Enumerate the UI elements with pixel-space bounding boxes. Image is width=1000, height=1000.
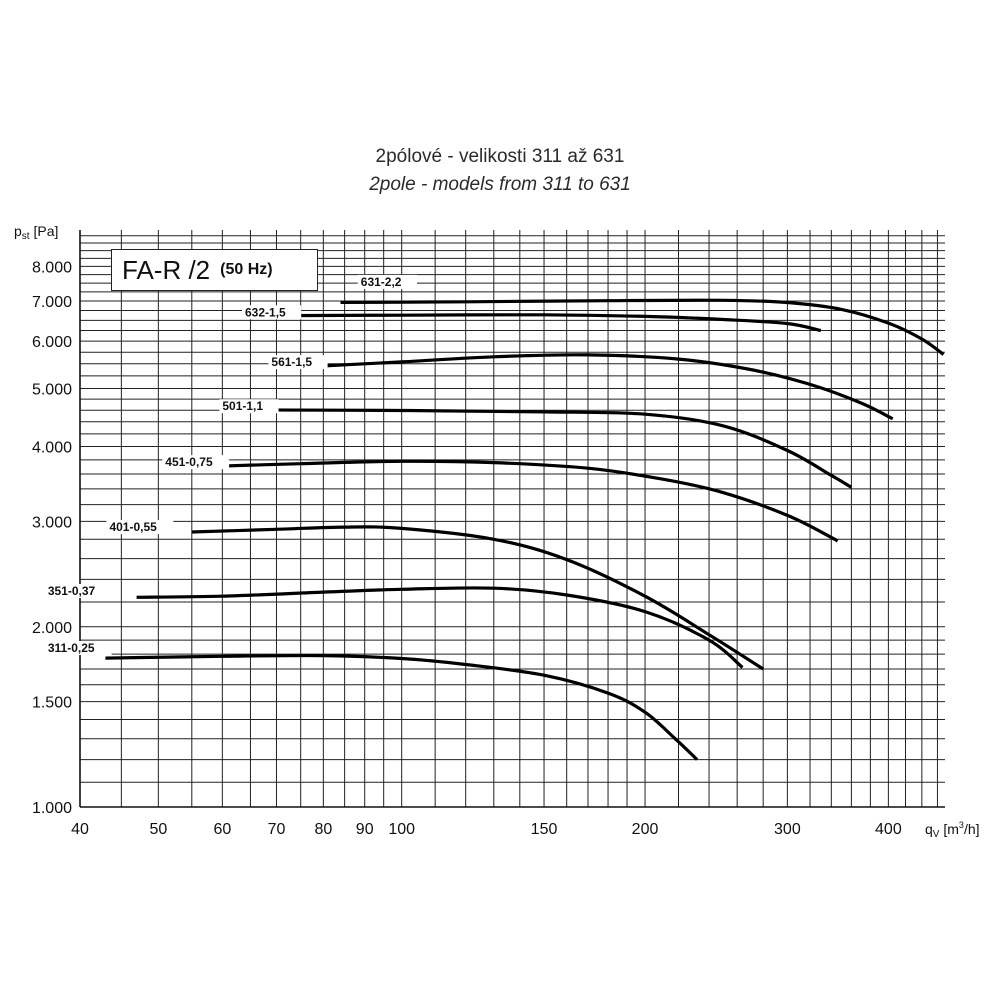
x-tick-label: 70 (268, 821, 286, 838)
curve-label-bg (162, 455, 230, 470)
curve-label-bg (219, 399, 279, 414)
curve-label: 501-1,1 (222, 399, 263, 413)
fan-curves (105, 298, 945, 761)
fan-curve-451-0,75 (198, 459, 839, 543)
y-tick-label: 1.500 (32, 695, 72, 712)
y-tick-label: 6.000 (32, 334, 72, 351)
y-axis-label: pst [Pa] (14, 223, 58, 242)
y-tick-label: 4.000 (32, 440, 72, 457)
x-tick-label: 150 (531, 821, 558, 838)
y-tick-label: 8.000 (32, 259, 72, 276)
x-tick-label: 90 (356, 821, 374, 838)
chart-title: 2pólové - velikosti 311 až 631 (375, 146, 625, 167)
y-tick-label: 2.000 (32, 620, 72, 637)
curve-label-bg (44, 584, 112, 599)
fan-curve-631-2,2 (340, 298, 945, 356)
curve-label: 401-0,55 (109, 520, 157, 534)
y-tick-label: 3.000 (32, 514, 72, 531)
y-axis-label-subscript: st (21, 231, 30, 242)
curve-label-bg (242, 305, 302, 320)
curve-label-bg (106, 520, 174, 535)
curve-label: 632-1,5 (245, 305, 286, 319)
frequency-label: (50 Hz) (220, 261, 273, 278)
y-tick-label: 7.000 (32, 294, 72, 311)
x-tick-label: 60 (213, 821, 231, 838)
fan-curve-561-1,5 (300, 353, 894, 421)
curve-label-bg (268, 355, 328, 370)
x-axis-label: qV [m3/h] (925, 820, 980, 840)
curve-label-bg (357, 274, 417, 289)
model-name: FA-R /2 (122, 254, 211, 285)
x-tick-label: 400 (875, 821, 902, 838)
curve-labels: 311-0,25 351-0,37 401-0,55 451-0,75 501-1,1 5… (44, 274, 417, 656)
y-tick-label: 1.000 (32, 800, 72, 817)
curve-label: 451-0,75 (165, 455, 213, 469)
y-axis-label-unit: [Pa] (33, 223, 59, 239)
curve-label-bg (44, 641, 112, 656)
y-tick-label: 5.000 (32, 382, 72, 399)
curve-label: 311-0,25 (48, 641, 95, 655)
fan-curve-632-1,5 (286, 313, 822, 333)
chart-subtitle: 2pole - models from 311 to 631 (369, 174, 631, 195)
x-tick-label: 100 (388, 821, 415, 838)
fan-curve-351-0,37 (136, 586, 744, 669)
fan-curve-401-0,55 (191, 525, 765, 671)
x-tick-label: 40 (71, 821, 89, 838)
x-tick-label: 80 (314, 821, 332, 838)
x-axis-label-subscript: V (932, 829, 940, 840)
grid-lines (79, 230, 945, 808)
x-tick-label: 50 (149, 821, 167, 838)
fan-curve-311-0,25 (105, 653, 699, 761)
x-axis-label-unit-sup: 3 (958, 820, 964, 830)
curve-label: 351-0,37 (48, 584, 96, 598)
curve-label: 561-1,5 (271, 355, 312, 369)
model-legend-box: FA-R /2 (50 Hz) (111, 249, 318, 291)
x-axis-label-symbol: q (925, 821, 933, 837)
x-axis-label-unit-post: /h] (963, 821, 980, 837)
x-axis-label-unit-pre: [m (943, 821, 959, 837)
curve-label: 631-2,2 (361, 275, 402, 289)
plot-frame (79, 230, 945, 808)
axis-ticks: 40 50 60 70 80 90 100 150 200 300 400 1.000 1.500 2.0… (32, 259, 902, 838)
fan-curve-501-1,1 (239, 408, 853, 489)
x-tick-label: 200 (632, 821, 659, 838)
y-axis-label-symbol: p (14, 223, 22, 239)
x-tick-label: 300 (774, 821, 801, 838)
